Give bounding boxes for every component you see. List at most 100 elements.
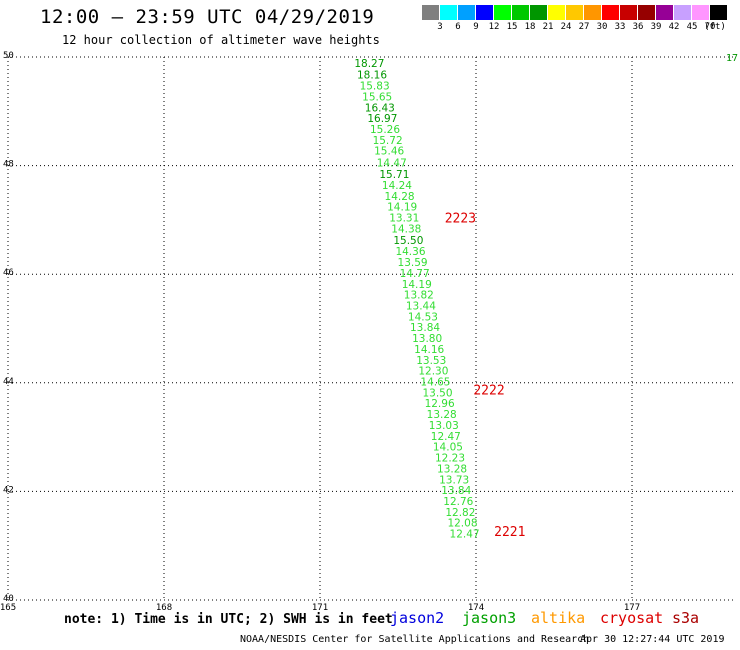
legend-label: 21 <box>542 22 554 32</box>
legend-swatch <box>692 5 709 20</box>
y-tick-label: 40 <box>3 594 14 604</box>
wave-height-point: 16.97 <box>367 113 397 125</box>
wave-height-point: 13.50 <box>422 387 452 399</box>
x-tick-label: 168 <box>156 603 172 613</box>
wave-height-point: 15.71 <box>379 169 409 181</box>
legend-swatch <box>476 5 493 20</box>
note-text: note: 1) Time is in UTC; 2) SWH is in fe… <box>64 612 393 627</box>
legend-label: 24 <box>560 22 572 32</box>
legend-label: 6 <box>455 22 461 32</box>
corner-label: 17 <box>726 53 738 64</box>
pass-time-label: 2221 <box>494 525 525 540</box>
wave-height-point: 14.36 <box>395 246 425 258</box>
satellite-altika: altika <box>531 609 586 627</box>
chart-title: 12:00 – 23:59 UTC 04/29/2019 <box>40 6 375 28</box>
legend-label: 18 <box>524 22 536 32</box>
wave-height-point: 13.59 <box>398 257 428 269</box>
y-tick-label: 50 <box>3 51 14 61</box>
wave-height-point: 14.16 <box>414 344 444 356</box>
wave-height-point: 15.46 <box>374 146 404 158</box>
wave-height-point: 14.19 <box>402 279 432 291</box>
wave-height-point: 12.47 <box>431 431 461 443</box>
x-tick-label: 177 <box>624 603 640 613</box>
satellite-s3a: s3a <box>672 609 700 627</box>
wave-height-point: 18.16 <box>357 70 387 82</box>
y-tick-label: 48 <box>3 160 14 170</box>
legend-swatch <box>458 5 475 20</box>
wave-height-point: 14.05 <box>433 442 463 454</box>
legend-label: 30 <box>596 22 608 32</box>
wave-height-point: 13.84 <box>441 485 471 497</box>
legend-swatch <box>530 5 547 20</box>
wave-height-point: 18.27 <box>354 58 384 70</box>
x-tick-label: 171 <box>312 603 328 613</box>
legend-unit-label: (ft) <box>704 22 726 32</box>
wave-height-point: 15.83 <box>360 81 390 93</box>
wave-height-point: 12.47 <box>450 529 480 541</box>
pass-time-label: 2222 <box>473 384 504 399</box>
legend-swatch <box>602 5 619 20</box>
legend-label: 42 <box>668 22 680 32</box>
wave-height-point: 13.53 <box>416 355 446 367</box>
wave-height-point: 12.30 <box>418 366 448 378</box>
legend-label: 70 <box>704 22 716 32</box>
footer-timestamp: Apr 30 12:27:44 UTC 2019 <box>580 634 725 645</box>
wave-height-point: 13.44 <box>406 300 436 312</box>
wave-height-point: 15.50 <box>393 235 423 247</box>
y-tick-label: 44 <box>3 377 14 387</box>
footer-center-name: NOAA/NESDIS Center for Satellite Applica… <box>240 634 590 645</box>
wave-height-point: 14.28 <box>385 191 415 203</box>
wave-height-point: 12.76 <box>443 496 473 508</box>
pass-time-label: 2223 <box>445 212 476 227</box>
satellite-cryosat: cryosat <box>600 609 664 627</box>
chart-subtitle: 12 hour collection of altimeter wave hei… <box>62 33 380 47</box>
legend-swatch <box>638 5 655 20</box>
legend-swatch <box>422 5 439 20</box>
wave-height-point: 12.08 <box>447 518 477 530</box>
wave-height-point: 13.84 <box>410 322 440 334</box>
wave-height-point: 14.53 <box>408 311 438 323</box>
satellite-jason3: jason3 <box>462 609 517 627</box>
wave-height-point: 14.47 <box>377 158 407 170</box>
wave-height-point: 15.65 <box>362 91 392 103</box>
x-tick-label: 165 <box>0 603 16 613</box>
wave-height-point: 13.28 <box>427 409 457 421</box>
legend-label: 45 <box>686 22 698 32</box>
wave-height-point: 13.73 <box>439 474 469 486</box>
wave-height-point: 14.38 <box>391 223 421 235</box>
legend-swatch <box>584 5 601 20</box>
y-tick-label: 42 <box>3 485 14 495</box>
wave-height-point: 12.82 <box>445 507 475 519</box>
y-tick-label: 46 <box>3 268 14 278</box>
wave-height-point: 14.19 <box>387 202 417 214</box>
legend-swatch <box>710 5 727 20</box>
wave-height-point: 13.28 <box>437 463 467 475</box>
legend-label: 27 <box>578 22 590 32</box>
legend-label: 33 <box>614 22 626 32</box>
wave-height-point: 14.24 <box>382 180 412 192</box>
legend-label: 36 <box>632 22 644 32</box>
legend-swatch <box>494 5 511 20</box>
legend-label: 15 <box>506 22 518 32</box>
legend-swatch <box>656 5 673 20</box>
wave-height-point: 15.26 <box>370 124 400 136</box>
wave-height-point: 13.03 <box>429 420 459 432</box>
legend-label: 9 <box>473 22 479 32</box>
wave-height-point: 13.80 <box>412 333 442 345</box>
legend-label: 12 <box>488 22 500 32</box>
wave-height-point: 12.23 <box>435 453 465 465</box>
legend-swatch <box>440 5 457 20</box>
wave-height-point: 13.31 <box>389 213 419 225</box>
legend-swatch <box>512 5 529 20</box>
wave-height-point: 14.65 <box>420 377 450 389</box>
wave-height-point: 14.77 <box>400 268 430 280</box>
wave-height-point: 15.72 <box>373 135 403 147</box>
legend-swatch <box>674 5 691 20</box>
legend-label: 39 <box>650 22 662 32</box>
wave-height-point: 13.82 <box>404 290 434 302</box>
satellite-jason2: jason2 <box>390 609 445 627</box>
legend-swatch <box>620 5 637 20</box>
wave-height-point: 16.43 <box>365 102 395 114</box>
x-tick-label: 174 <box>468 603 484 613</box>
